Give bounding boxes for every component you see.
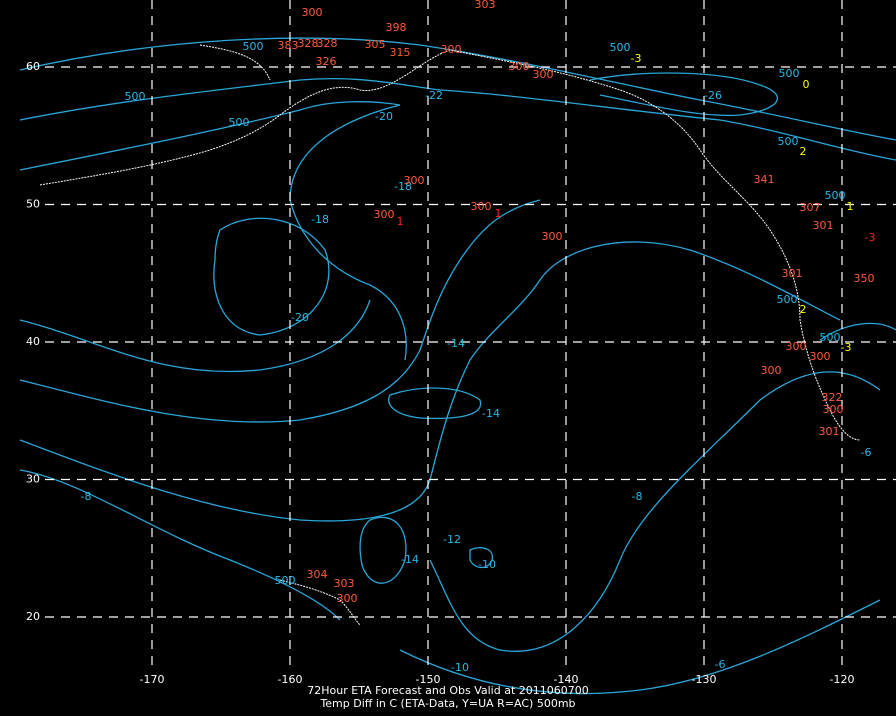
contour-label: -6 [861,446,872,459]
station-label: -3 [631,52,642,65]
contour-label: 500 [125,90,146,103]
station-label: 300 [337,592,358,605]
lon-label: -150 [416,673,441,686]
contour-label: -14 [482,407,500,420]
contour-label: -6 [715,658,726,671]
station-label: 303 [475,0,496,11]
lat-label: 30 [26,473,40,486]
contour-label: -18 [394,180,412,193]
station-label: 300 [542,230,563,243]
station-label: 300 [441,43,462,56]
lat-label: 20 [26,610,40,623]
lon-label: -130 [692,673,717,686]
station-label: 315 [390,46,411,59]
coastline [39,44,861,626]
contour-label: 500 [229,116,250,129]
station-label: 303 [334,577,355,590]
subtitle: Temp Diff in C (ETA-Data, Y=UA R=AC) 500… [319,697,575,710]
station-label: 383 [278,39,299,52]
station-label: 300 [509,60,530,73]
contour-label: -20 [291,311,309,324]
station-label: 300 [823,403,844,416]
station-label: 398 [386,21,407,34]
station-label: 322 [822,391,843,404]
contour-label: -20 [375,110,393,123]
station-label: 300 [761,364,782,377]
contour-label: 500 [778,135,799,148]
contour-label: -14 [401,553,419,566]
lon-label: -120 [830,673,855,686]
station-label: -3 [841,341,852,354]
contour-label: -8 [81,490,92,503]
contour-label: -8 [632,490,643,503]
station-label: 300 [404,174,425,187]
station-label: 1 [495,207,502,220]
contour-label: -14 [447,337,465,350]
station-label: 300 [786,340,807,353]
station-label: 300 [810,350,831,363]
station-label: 300 [302,6,323,19]
contour-label: 500 [243,40,264,53]
contour-label: 500 [820,331,841,344]
contour-label: 500 [777,293,798,306]
contour-label: -26 [704,89,722,102]
station-label: 300 [533,68,554,81]
station-label: 301 [782,267,803,280]
station-label: 328 [317,37,338,50]
station-label: 328 [298,37,319,50]
contour-label: -12 [443,533,461,546]
station-label: 0 [803,78,810,91]
station-label: 1 [397,215,404,228]
contour-label: -10 [451,661,469,674]
lon-label: -170 [140,673,165,686]
lon-label: -160 [278,673,303,686]
lat-label: 40 [26,335,40,348]
contour-label: 500 [779,67,800,80]
contour-label: -22 [425,89,443,102]
station-label: 2 [800,145,807,158]
station-label: 307 [800,201,821,214]
station-label: 300 [471,200,492,213]
station-label: 300 [374,208,395,221]
lat-label: 60 [26,60,40,73]
contour-label: 500 [275,574,296,587]
contour-label: -10 [478,558,496,571]
station-label: 305 [365,38,386,51]
contour-label: -18 [311,213,329,226]
contour-label: 500 [825,189,846,202]
station-label: 326 [316,55,337,68]
contours [19,37,896,695]
contour-label: 500 [610,41,631,54]
station-label: 2 [800,303,807,316]
lat-label: 50 [26,198,40,211]
title: 72Hour ETA Forecast and Obs Valid at 201… [307,684,588,697]
station-label: 304 [307,568,328,581]
station-label: 350 [854,272,875,285]
station-label: 1 [847,200,854,213]
station-label: 341 [754,173,775,186]
station-label: 301 [819,425,840,438]
station-label: 301 [813,219,834,232]
lon-label: -140 [554,673,579,686]
station-label: -3 [865,231,876,244]
